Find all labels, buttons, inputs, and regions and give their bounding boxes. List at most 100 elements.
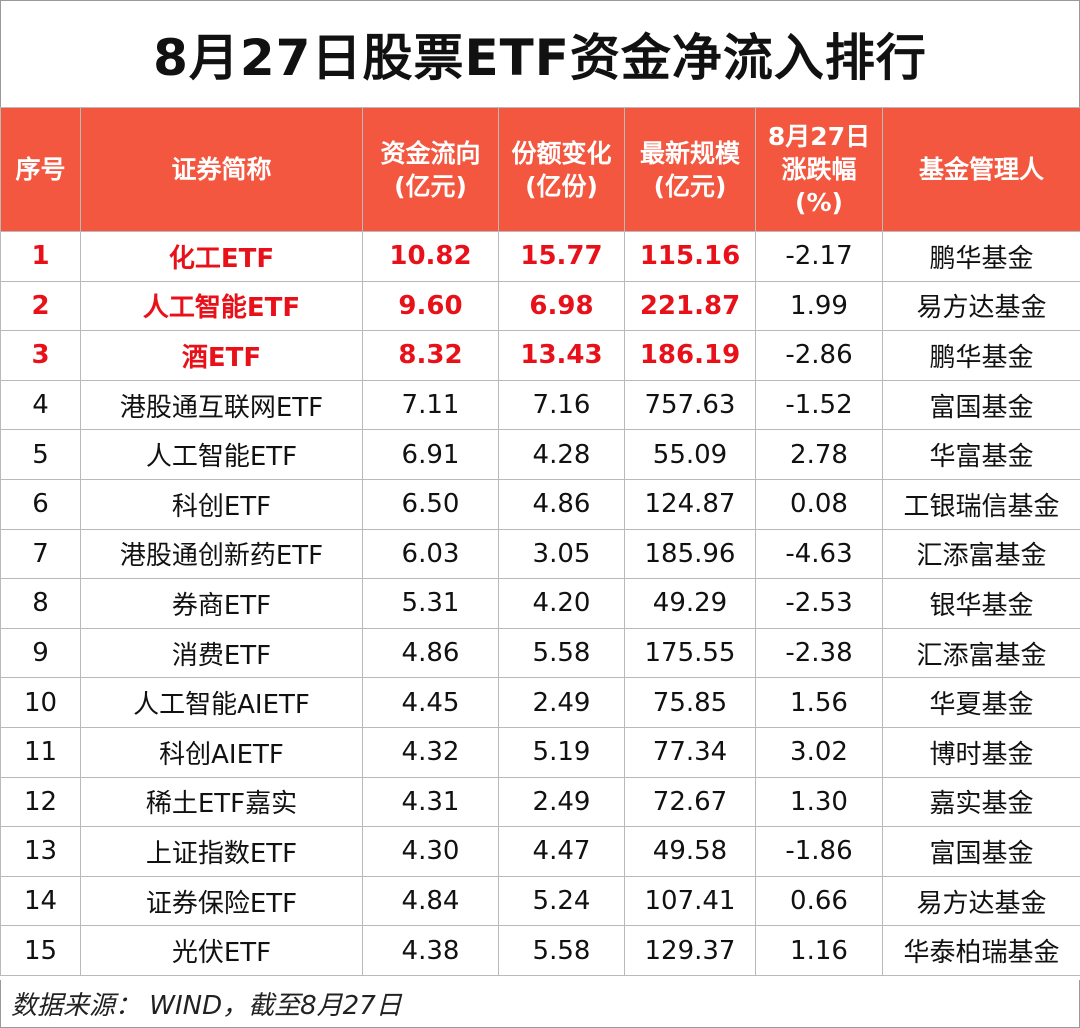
scale-cell: 107.41 [624,875,756,927]
table-row: 6 科创ETF 6.50 4.86 124.87 0.08 工银瑞信基金 [0,478,1080,530]
etf-ranking-table: 序号 证券简称 资金流向 (亿元) 份额变化 (亿份) 最新规模 (亿元) 8月27日 涨跌幅 (%… [0,107,1080,976]
rank-cell: 4 [0,379,81,431]
manager-cell: 易方达基金 [882,875,1080,927]
name-cell: 港股通互联网ETF [80,379,363,431]
manager-cell: 鹏华基金 [882,231,1080,282]
manager-cell: 工银瑞信基金 [882,478,1080,530]
share-change-cell: 5.58 [498,925,625,976]
share-change-cell: 6.98 [498,280,625,332]
table-row: 8 券商ETF 5.31 4.20 49.29 -2.53 银华基金 [0,578,1080,629]
change-pct-cell: 1.99 [755,280,883,332]
flow-cell: 4.45 [362,677,499,728]
share-change-cell: 4.47 [498,826,625,877]
manager-cell: 鹏华基金 [882,330,1080,381]
share-change-cell: 2.49 [498,776,625,828]
table-row: 2 人工智能ETF 9.60 6.98 221.87 1.99 易方达基金 [0,280,1080,332]
share-change-cell: 7.16 [498,379,625,431]
rank-cell: 3 [0,330,81,381]
change-pct-cell: -2.53 [755,578,883,629]
manager-cell: 嘉实基金 [882,776,1080,828]
table-row: 13 上证指数ETF 4.30 4.47 49.58 -1.86 富国基金 [0,826,1080,877]
flow-cell: 9.60 [362,280,499,332]
table-row: 1 化工ETF 10.82 15.77 115.16 -2.17 鹏华基金 [0,231,1080,282]
column-header: 8月27日 涨跌幅 (%) [755,107,883,232]
rank-cell: 5 [0,429,81,480]
scale-cell: 124.87 [624,478,756,530]
scale-cell: 175.55 [624,627,756,679]
flow-cell: 6.03 [362,528,499,580]
scale-cell: 75.85 [624,677,756,728]
name-cell: 人工智能ETF [80,280,363,332]
change-pct-cell: 2.78 [755,429,883,480]
table-row: 11 科创AIETF 4.32 5.19 77.34 3.02 博时基金 [0,726,1080,778]
table-body: 1 化工ETF 10.82 15.77 115.16 -2.17 鹏华基金 2 人工智能ETF 9… [0,231,1080,976]
manager-cell: 华富基金 [882,429,1080,480]
flow-cell: 4.84 [362,875,499,927]
rank-cell: 13 [0,826,81,877]
change-pct-cell: 1.16 [755,925,883,976]
manager-cell: 富国基金 [882,826,1080,877]
share-change-cell: 5.19 [498,726,625,778]
column-header: 资金流向 (亿元) [362,107,499,232]
name-cell: 港股通创新药ETF [80,528,363,580]
table-row: 9 消费ETF 4.86 5.58 175.55 -2.38 汇添富基金 [0,627,1080,679]
manager-cell: 汇添富基金 [882,528,1080,580]
header-row: 序号 证券简称 资金流向 (亿元) 份额变化 (亿份) 最新规模 (亿元) 8月27日 涨跌幅 (%… [0,107,1080,232]
share-change-cell: 4.20 [498,578,625,629]
table-row: 12 稀土ETF嘉实 4.31 2.49 72.67 1.30 嘉实基金 [0,776,1080,828]
name-cell: 化工ETF [80,231,363,282]
column-header: 份额变化 (亿份) [498,107,625,232]
change-pct-cell: 1.30 [755,776,883,828]
change-pct-cell: 0.66 [755,875,883,927]
table-row: 3 酒ETF 8.32 13.43 186.19 -2.86 鹏华基金 [0,330,1080,381]
name-cell: 光伏ETF [80,925,363,976]
rank-cell: 15 [0,925,81,976]
name-cell: 酒ETF [80,330,363,381]
scale-cell: 115.16 [624,231,756,282]
manager-cell: 富国基金 [882,379,1080,431]
name-cell: 人工智能ETF [80,429,363,480]
change-pct-cell: 0.08 [755,478,883,530]
scale-cell: 221.87 [624,280,756,332]
rank-cell: 9 [0,627,81,679]
rank-cell: 8 [0,578,81,629]
share-change-cell: 13.43 [498,330,625,381]
share-change-cell: 2.49 [498,677,625,728]
name-cell: 稀土ETF嘉实 [80,776,363,828]
manager-cell: 华夏基金 [882,677,1080,728]
name-cell: 券商ETF [80,578,363,629]
rank-cell: 1 [0,231,81,282]
name-cell: 人工智能AIETF [80,677,363,728]
share-change-cell: 3.05 [498,528,625,580]
chart-title: 8月27日股票ETF资金净流入排行 [0,0,1080,107]
flow-cell: 10.82 [362,231,499,282]
flow-cell: 4.32 [362,726,499,778]
rank-cell: 6 [0,478,81,530]
column-header: 最新规模 (亿元) [624,107,756,232]
change-pct-cell: -4.63 [755,528,883,580]
scale-cell: 55.09 [624,429,756,480]
table-row: 5 人工智能ETF 6.91 4.28 55.09 2.78 华富基金 [0,429,1080,480]
scale-cell: 77.34 [624,726,756,778]
scale-cell: 49.29 [624,578,756,629]
scale-cell: 186.19 [624,330,756,381]
column-header: 证券简称 [80,107,363,232]
share-change-cell: 4.28 [498,429,625,480]
scale-cell: 49.58 [624,826,756,877]
change-pct-cell: 1.56 [755,677,883,728]
flow-cell: 4.86 [362,627,499,679]
table-row: 14 证券保险ETF 4.84 5.24 107.41 0.66 易方达基金 [0,875,1080,927]
flow-cell: 4.30 [362,826,499,877]
change-pct-cell: -2.38 [755,627,883,679]
rank-cell: 10 [0,677,81,728]
flow-cell: 6.50 [362,478,499,530]
change-pct-cell: -1.52 [755,379,883,431]
manager-cell: 博时基金 [882,726,1080,778]
rank-cell: 11 [0,726,81,778]
name-cell: 上证指数ETF [80,826,363,877]
share-change-cell: 4.86 [498,478,625,530]
scale-cell: 757.63 [624,379,756,431]
flow-cell: 4.38 [362,925,499,976]
table-row: 10 人工智能AIETF 4.45 2.49 75.85 1.56 华夏基金 [0,677,1080,728]
share-change-cell: 5.24 [498,875,625,927]
